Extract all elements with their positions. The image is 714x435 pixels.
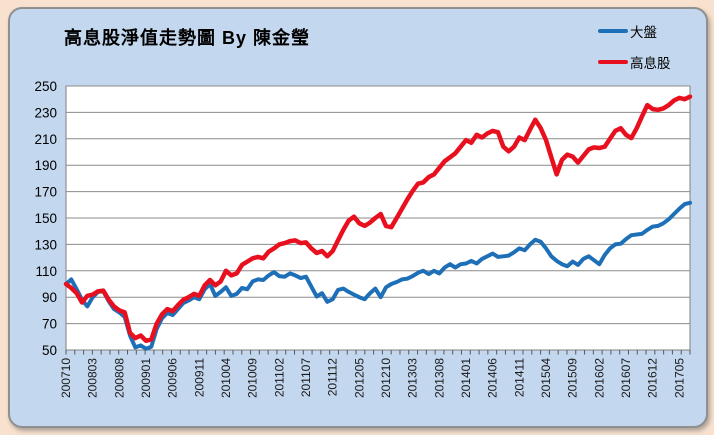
x-axis-label: 201411 — [512, 358, 526, 397]
x-axis-label: 201509 — [566, 358, 580, 398]
legend-swatch-market — [598, 29, 628, 33]
x-axis-label: 201401 — [459, 358, 473, 398]
y-axis-label: 170 — [34, 185, 57, 200]
x-axis-label: 201102 — [272, 358, 286, 397]
x-axis-label: 200911 — [192, 358, 206, 397]
x-axis-label: 201504 — [539, 358, 553, 398]
legend-item-market: 大盤 — [598, 22, 702, 40]
y-axis-label: 130 — [34, 237, 57, 252]
x-axis-label: 201308 — [432, 358, 446, 398]
x-axis-label: 201107 — [299, 358, 313, 397]
x-axis-label: 201705 — [672, 358, 686, 398]
legend-item-dividend: 高息股 — [598, 53, 702, 71]
chart-title: 高息股淨值走勢圖 By 陳金瑩 — [64, 28, 311, 48]
x-axis-label: 201607 — [619, 358, 633, 398]
legend-label-market: 大盤 — [630, 25, 657, 40]
legend-swatch-dividend — [598, 60, 628, 64]
x-axis-label: 200906 — [166, 358, 180, 398]
x-axis-label: 200710 — [59, 358, 73, 398]
y-axis-label: 230 — [34, 105, 57, 120]
y-axis-label: 250 — [34, 79, 57, 94]
x-axis-label: 200803 — [86, 358, 100, 398]
x-axis-label: 201612 — [646, 358, 660, 398]
y-axis-label: 150 — [34, 211, 57, 226]
x-axis-label: 200808 — [112, 358, 126, 398]
y-axis-label: 110 — [35, 264, 57, 279]
y-axis-label: 210 — [34, 132, 57, 147]
x-axis-label: 200901 — [139, 358, 153, 398]
x-axis-label: 201004 — [219, 358, 233, 398]
x-axis-label: 201303 — [406, 358, 420, 398]
y-axis-label: 190 — [34, 158, 57, 173]
series-line-high-dividend — [63, 94, 693, 344]
x-axis-label: 201210 — [379, 358, 393, 398]
y-axis-label: 90 — [42, 290, 57, 305]
x-axis-label: 201112 — [326, 358, 340, 397]
x-axis-label: 201406 — [486, 358, 500, 398]
legend-label-dividend: 高息股 — [630, 56, 671, 71]
legend: 大盤 高息股 — [598, 22, 702, 84]
x-axis-label: 201009 — [246, 358, 260, 398]
x-axis-label: 201205 — [352, 358, 366, 398]
series-line-market-index — [64, 200, 692, 351]
y-axis-label: 70 — [42, 317, 57, 332]
y-axis-label: 50 — [42, 343, 57, 358]
x-axis-label: 201602 — [592, 358, 606, 398]
